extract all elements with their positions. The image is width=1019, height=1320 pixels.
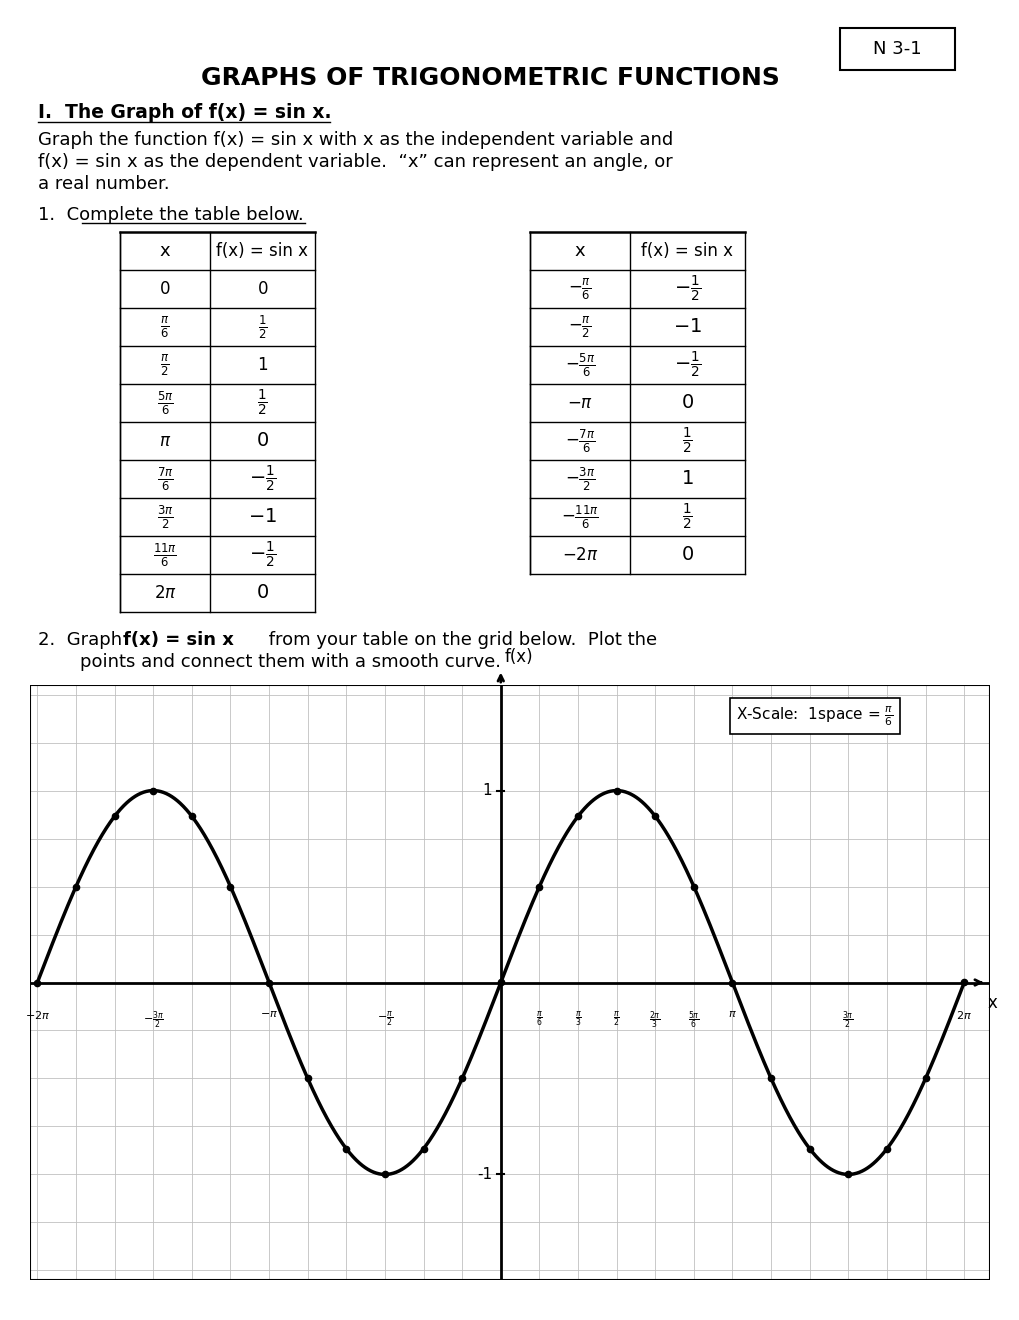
Text: $\frac{3\pi}{2}$: $\frac{3\pi}{2}$ <box>157 503 173 531</box>
Text: $-2\pi$: $-2\pi$ <box>561 546 598 564</box>
Text: $-\frac{\pi}{6}$: $-\frac{\pi}{6}$ <box>568 276 591 302</box>
Text: $-\frac{\pi}{2}$: $-\frac{\pi}{2}$ <box>376 1010 392 1028</box>
Text: $\frac{5\pi}{6}$: $\frac{5\pi}{6}$ <box>157 389 173 417</box>
Text: $\frac{5\pi}{6}$: $\frac{5\pi}{6}$ <box>688 1010 699 1031</box>
Text: $2\pi$: $2\pi$ <box>154 583 176 602</box>
Text: $-\frac{7\pi}{6}$: $-\frac{7\pi}{6}$ <box>565 428 595 454</box>
Text: x: x <box>574 242 585 260</box>
Text: $-\frac{1}{2}$: $-\frac{1}{2}$ <box>249 540 276 570</box>
Text: $\frac{1}{2}$: $\frac{1}{2}$ <box>258 313 267 341</box>
Text: $\frac{\pi}{6}$: $\frac{\pi}{6}$ <box>535 1010 542 1028</box>
Text: $-\frac{5\pi}{6}$: $-\frac{5\pi}{6}$ <box>565 351 595 379</box>
Text: $\frac{3\pi}{2}$: $\frac{3\pi}{2}$ <box>842 1010 853 1031</box>
Text: f(x) = sin x as the dependent variable.  “x” can represent an angle, or: f(x) = sin x as the dependent variable. … <box>38 153 673 172</box>
Text: $\frac{\pi}{3}$: $\frac{\pi}{3}$ <box>574 1010 581 1028</box>
Text: $-\frac{3\pi}{2}$: $-\frac{3\pi}{2}$ <box>143 1010 164 1031</box>
Text: $-1$: $-1$ <box>673 318 701 337</box>
Text: a real number.: a real number. <box>38 176 169 193</box>
Text: Graph the function f(x) = sin x with x as the independent variable and: Graph the function f(x) = sin x with x a… <box>38 131 673 149</box>
Text: 1.  Complete the table below.: 1. Complete the table below. <box>38 206 304 224</box>
Text: $-\frac{3\pi}{2}$: $-\frac{3\pi}{2}$ <box>565 465 595 492</box>
Text: $0$: $0$ <box>159 280 170 298</box>
Text: $\frac{2\pi}{3}$: $\frac{2\pi}{3}$ <box>649 1010 660 1031</box>
Text: $\frac{11\pi}{6}$: $\frac{11\pi}{6}$ <box>153 541 177 569</box>
Text: f(x): f(x) <box>504 648 533 665</box>
Text: from your table on the grid below.  Plot the: from your table on the grid below. Plot … <box>263 631 656 649</box>
Text: $\pi$: $\pi$ <box>159 432 171 450</box>
Text: X-Scale:  1space = $\frac{\pi}{6}$: X-Scale: 1space = $\frac{\pi}{6}$ <box>736 704 893 727</box>
Text: $-2\pi$: $-2\pi$ <box>24 1010 50 1022</box>
Text: $-1$: $-1$ <box>248 507 277 527</box>
Text: $\frac{1}{2}$: $\frac{1}{2}$ <box>682 502 692 532</box>
Text: x: x <box>160 242 170 260</box>
Text: $-\pi$: $-\pi$ <box>260 1010 278 1019</box>
Text: $\frac{1}{2}$: $\frac{1}{2}$ <box>682 426 692 455</box>
Text: $-\frac{1}{2}$: $-\frac{1}{2}$ <box>249 463 276 494</box>
Text: f(x) = sin x: f(x) = sin x <box>216 242 308 260</box>
Text: $\frac{\pi}{6}$: $\frac{\pi}{6}$ <box>160 314 169 339</box>
Text: $0$: $0$ <box>256 432 269 450</box>
Text: 1: 1 <box>482 783 491 799</box>
Text: x: x <box>986 994 997 1012</box>
Text: f(x) = sin x: f(x) = sin x <box>123 631 233 649</box>
Text: $0$: $0$ <box>681 545 693 565</box>
Text: $2\pi$: $2\pi$ <box>955 1010 971 1022</box>
Text: f(x) = sin x: f(x) = sin x <box>641 242 733 260</box>
Text: $\frac{7\pi}{6}$: $\frac{7\pi}{6}$ <box>157 465 173 492</box>
Text: I.  The Graph of f(x) = sin x.: I. The Graph of f(x) = sin x. <box>38 103 331 121</box>
Text: $0$: $0$ <box>681 393 693 412</box>
Text: -1: -1 <box>476 1167 491 1181</box>
Text: $\frac{1}{2}$: $\frac{1}{2}$ <box>257 388 268 418</box>
Text: $0$: $0$ <box>256 583 269 602</box>
Text: $0$: $0$ <box>257 280 268 298</box>
Text: $-\frac{1}{2}$: $-\frac{1}{2}$ <box>674 275 700 304</box>
Text: $1$: $1$ <box>681 470 693 488</box>
Text: GRAPHS OF TRIGONOMETRIC FUNCTIONS: GRAPHS OF TRIGONOMETRIC FUNCTIONS <box>201 66 779 90</box>
Bar <box>840 28 954 70</box>
Text: $1$: $1$ <box>257 356 268 374</box>
Text: $-\pi$: $-\pi$ <box>567 393 592 412</box>
Text: N 3-1: N 3-1 <box>872 40 921 58</box>
Text: 2.  Graph: 2. Graph <box>38 631 127 649</box>
Text: $-\frac{\pi}{2}$: $-\frac{\pi}{2}$ <box>568 314 591 339</box>
Text: $-\frac{1}{2}$: $-\frac{1}{2}$ <box>674 350 700 380</box>
Text: $\frac{\pi}{2}$: $\frac{\pi}{2}$ <box>160 352 169 378</box>
Text: $\pi$: $\pi$ <box>728 1010 736 1019</box>
Text: $-\frac{11\pi}{6}$: $-\frac{11\pi}{6}$ <box>560 503 598 531</box>
Text: points and connect them with a smooth curve.: points and connect them with a smooth cu… <box>79 653 500 671</box>
Text: $\frac{\pi}{2}$: $\frac{\pi}{2}$ <box>612 1010 620 1028</box>
